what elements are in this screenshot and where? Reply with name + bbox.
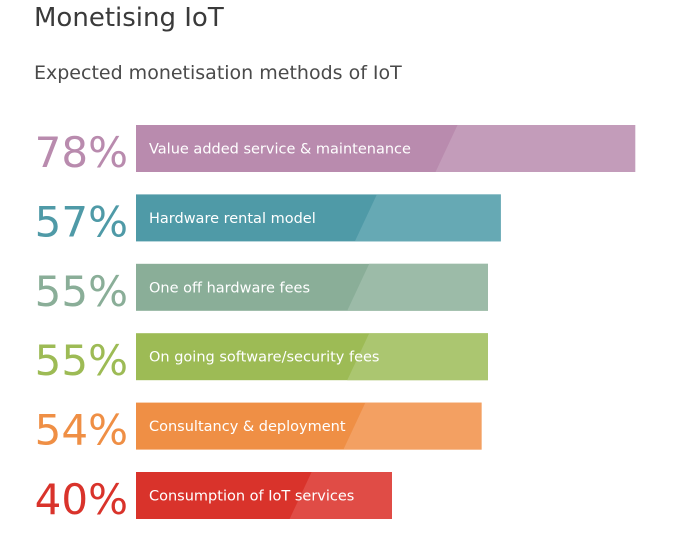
bar-row: 40% Consumption of IoT services [35,472,392,524]
bar-row: 55% One off hardware fees [35,263,488,316]
value-label: 40% [35,475,128,524]
bar-row: 78% Value added service & maintenance [35,125,636,177]
bar-highlight [347,263,488,311]
bar-highlight [347,333,488,381]
category-label: One off hardware fees [149,280,310,296]
value-label: 57% [35,197,128,246]
category-label: Consultancy & deployment [149,419,346,435]
bar-row: 57% Hardware rental model [35,194,501,246]
bar-row: 54% Consultancy & deployment [35,402,482,455]
page-title: Monetising IoT [34,3,224,33]
bar-highlight [354,194,501,242]
value-label: 54% [35,406,128,455]
bar-row: 55% On going software/security fees [35,333,488,385]
bar-highlight [435,125,636,172]
value-label: 78% [35,128,128,177]
value-label: 55% [35,267,128,316]
category-label: Consumption of IoT services [149,489,354,505]
chart-subtitle: Expected monetisation methods of IoT [34,62,402,84]
value-label: 55% [35,336,128,385]
bar-highlight [343,402,482,450]
category-label: On going software/security fees [149,350,379,366]
category-label: Value added service & maintenance [149,142,411,158]
category-label: Hardware rental model [149,211,316,227]
bar-highlight [289,472,392,519]
